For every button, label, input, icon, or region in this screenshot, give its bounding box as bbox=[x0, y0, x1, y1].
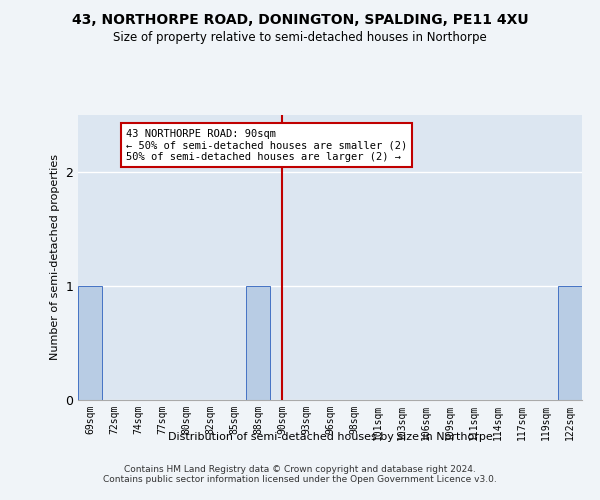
Y-axis label: Number of semi-detached properties: Number of semi-detached properties bbox=[50, 154, 59, 360]
Text: 43, NORTHORPE ROAD, DONINGTON, SPALDING, PE11 4XU: 43, NORTHORPE ROAD, DONINGTON, SPALDING,… bbox=[71, 12, 529, 26]
Bar bbox=[246, 286, 270, 400]
Text: Contains HM Land Registry data © Crown copyright and database right 2024.
Contai: Contains HM Land Registry data © Crown c… bbox=[103, 464, 497, 484]
Text: Distribution of semi-detached houses by size in Northorpe: Distribution of semi-detached houses by … bbox=[167, 432, 493, 442]
Bar bbox=[78, 286, 102, 400]
Bar bbox=[558, 286, 582, 400]
Text: Size of property relative to semi-detached houses in Northorpe: Size of property relative to semi-detach… bbox=[113, 31, 487, 44]
Text: 43 NORTHORPE ROAD: 90sqm
← 50% of semi-detached houses are smaller (2)
50% of se: 43 NORTHORPE ROAD: 90sqm ← 50% of semi-d… bbox=[126, 128, 407, 162]
